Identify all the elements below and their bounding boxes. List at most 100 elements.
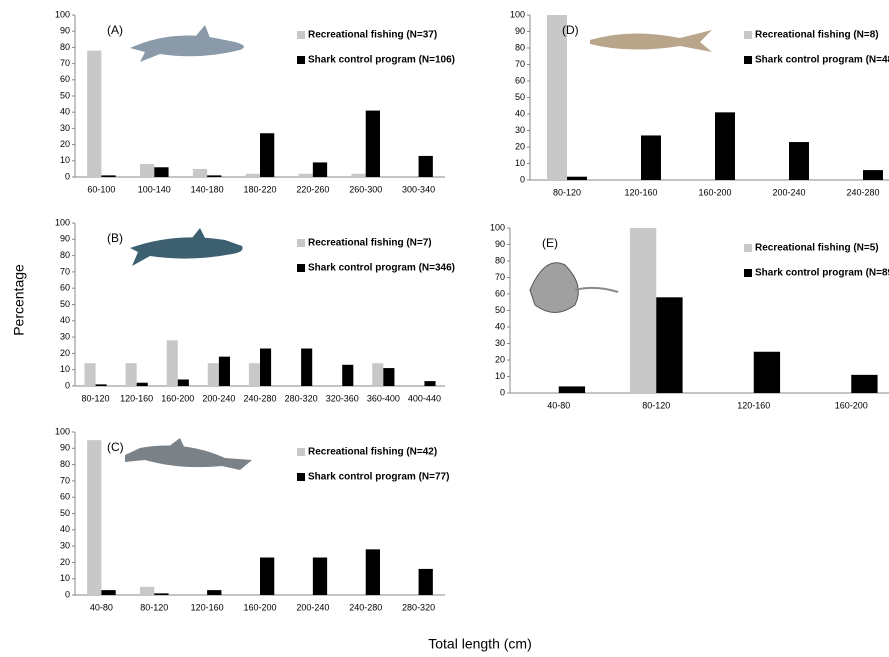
x-tick-label: 400-440 [408, 393, 441, 403]
x-tick-label: 100-140 [138, 184, 171, 194]
bar [366, 549, 380, 595]
legend-swatch [297, 239, 305, 247]
legend-swatch [744, 56, 752, 64]
bar [246, 174, 260, 177]
x-tick-label: 120-160 [120, 393, 153, 403]
y-tick-label: 90 [495, 239, 505, 249]
y-tick-label: 30 [515, 125, 525, 135]
y-tick-label: 30 [495, 338, 505, 348]
legend-label: Shark control program (N=346) [308, 263, 455, 274]
y-tick-label: 70 [495, 272, 505, 282]
y-tick-label: 60 [60, 74, 70, 84]
bar [193, 169, 207, 177]
bar [754, 352, 780, 393]
bar [372, 363, 383, 386]
bar [207, 590, 221, 595]
y-tick-label: 80 [515, 42, 525, 52]
y-tick-label: 80 [60, 250, 70, 260]
bar [154, 593, 168, 595]
bar [167, 340, 178, 386]
bar [547, 15, 567, 180]
bar [863, 170, 883, 180]
bar [351, 174, 365, 177]
bar [260, 133, 274, 177]
bar [313, 162, 327, 177]
y-tick-label: 40 [515, 108, 525, 118]
x-tick-label: 160-200 [161, 393, 194, 403]
legend-label: Shark control program (N=106) [308, 55, 455, 66]
x-tick-label: 40-80 [90, 602, 113, 612]
bar [559, 386, 585, 393]
y-tick-label: 100 [55, 426, 70, 436]
x-tick-label: 160-200 [243, 602, 276, 612]
bar [301, 349, 312, 386]
y-tick-label: 100 [510, 9, 525, 19]
y-tick-label: 0 [65, 171, 70, 181]
bar [219, 357, 230, 386]
y-tick-label: 10 [60, 155, 70, 165]
bar [419, 569, 433, 595]
y-tick-label: 100 [490, 222, 505, 232]
y-tick-label: 80 [60, 42, 70, 52]
background [0, 0, 889, 657]
y-tick-label: 20 [515, 141, 525, 151]
legend-swatch [297, 56, 305, 64]
x-tick-label: 200-240 [202, 393, 235, 403]
x-tick-label: 360-400 [367, 393, 400, 403]
y-tick-label: 20 [60, 557, 70, 567]
panel-label: (C) [107, 440, 124, 454]
panel-label: (A) [107, 23, 123, 37]
bar [260, 349, 271, 386]
bar [715, 112, 735, 180]
bar [96, 384, 107, 386]
x-tick-label: 140-180 [191, 184, 224, 194]
bar [87, 440, 101, 595]
x-tick-label: 320-360 [326, 393, 359, 403]
y-tick-label: 90 [60, 443, 70, 453]
y-tick-label: 90 [60, 26, 70, 36]
x-tick-label: 280-320 [285, 393, 318, 403]
bar [126, 363, 137, 386]
x-tick-label: 120-160 [737, 400, 770, 410]
bar [249, 363, 260, 386]
y-axis-label: Percentage [11, 264, 27, 336]
panel-label: (B) [107, 231, 123, 245]
y-tick-label: 40 [60, 107, 70, 117]
legend-label: Shark control program (N=48) [755, 55, 889, 66]
x-tick-label: 160-200 [698, 187, 731, 197]
y-tick-label: 70 [515, 59, 525, 69]
bar [101, 175, 115, 177]
x-tick-label: 300-340 [402, 184, 435, 194]
bar [567, 177, 587, 180]
x-tick-label: 200-240 [772, 187, 805, 197]
bar [87, 51, 101, 177]
legend-label: Recreational fishing (N=8) [755, 30, 879, 41]
legend-label: Shark control program (N=89) [755, 268, 889, 279]
legend-swatch [297, 473, 305, 481]
y-tick-label: 40 [495, 321, 505, 331]
bar [154, 167, 168, 177]
y-tick-label: 60 [495, 288, 505, 298]
bar [641, 135, 661, 180]
bar [260, 558, 274, 595]
y-tick-label: 50 [515, 92, 525, 102]
y-tick-label: 30 [60, 123, 70, 133]
y-tick-label: 20 [60, 348, 70, 358]
y-tick-label: 100 [55, 9, 70, 19]
y-tick-label: 70 [60, 266, 70, 276]
y-tick-label: 10 [60, 364, 70, 374]
bar [342, 365, 353, 386]
legend-swatch [297, 31, 305, 39]
bar [656, 297, 682, 393]
x-tick-label: 280-320 [402, 602, 435, 612]
x-tick-label: 120-160 [191, 602, 224, 612]
y-tick-label: 70 [60, 58, 70, 68]
bar [366, 111, 380, 177]
y-tick-label: 50 [60, 508, 70, 518]
y-tick-label: 0 [500, 387, 505, 397]
y-tick-label: 0 [520, 174, 525, 184]
y-tick-label: 20 [495, 354, 505, 364]
bar [851, 375, 877, 393]
y-tick-label: 20 [60, 139, 70, 149]
x-tick-label: 240-280 [243, 393, 276, 403]
